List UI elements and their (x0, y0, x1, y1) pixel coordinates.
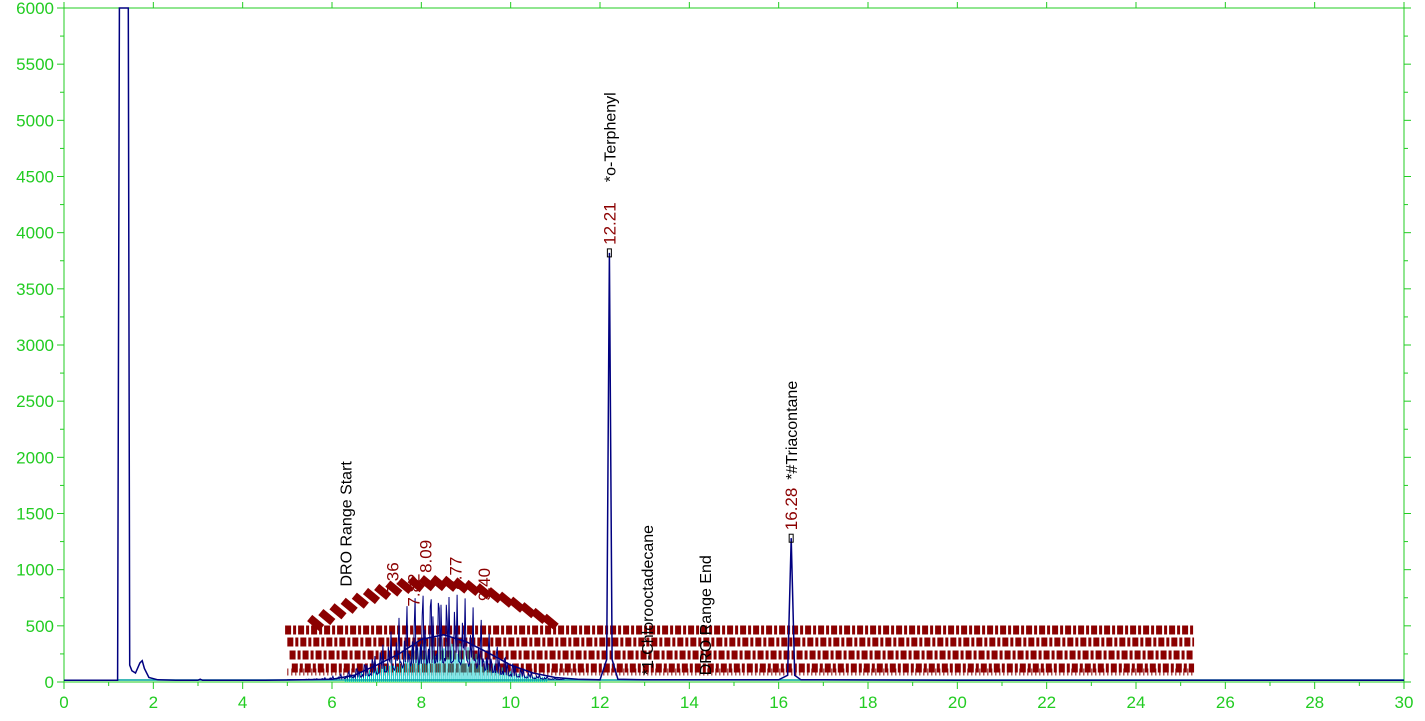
y-tick-label: 5500 (16, 55, 54, 74)
x-tick-label: 16 (769, 693, 788, 712)
dro-hump-trace (287, 594, 565, 681)
y-tick-label: 5000 (16, 111, 54, 130)
peak-label-cluster (307, 614, 325, 632)
peak-label-cluster (452, 577, 470, 594)
retention-time-label: 8.09 (416, 540, 435, 573)
x-tick-label: 6 (327, 693, 336, 712)
peak-label-cluster (374, 583, 392, 601)
trace-group (64, 7, 1404, 682)
y-tick-label: 1000 (16, 561, 54, 580)
chart-axes: 0 500 1000 1500 2000 2500 3000 3500 4000 4500 5000… (16, 0, 1413, 712)
peak-label-cluster (541, 613, 559, 630)
y-tick-label: 500 (26, 617, 54, 636)
y-tick-label: 1500 (16, 505, 54, 524)
peak-apex-marker (788, 533, 794, 543)
retention-time-label: 7.82 (404, 574, 423, 607)
y-tick-label: 4500 (16, 168, 54, 187)
peak-label-cluster (474, 583, 492, 600)
chromatogram-trace (64, 7, 1404, 682)
y-tick-label: 4000 (16, 224, 54, 243)
compound-label: *o-Terphenyl (602, 92, 619, 182)
x-tick-label: 26 (1216, 693, 1235, 712)
y-tick-label: 2500 (16, 392, 54, 411)
peak-label-cluster (340, 597, 358, 614)
retention-time-label: 12.21 (600, 202, 619, 245)
x-tick-label: 10 (501, 693, 520, 712)
peak-apex-marker (606, 248, 612, 258)
peak-label-cluster (441, 575, 459, 592)
peak-label-cluster (351, 592, 369, 609)
x-tick-label: 28 (1305, 693, 1324, 712)
y-tick-label: 2000 (16, 448, 54, 467)
compound-label: DRO Range End (698, 555, 715, 675)
x-tick-label: 14 (680, 693, 699, 712)
peak-label-cluster (463, 579, 481, 597)
peak-label-cluster (362, 587, 381, 605)
compound-label: *1-Chlorooctadecane (640, 525, 657, 675)
peak-label-cluster (407, 576, 425, 593)
x-tick-label: 20 (948, 693, 967, 712)
peak-label-clutter (285, 574, 1195, 676)
retention-time-label: 9.40 (475, 568, 494, 601)
plot-frame (63, 7, 1405, 683)
x-tick-label: 24 (1127, 693, 1146, 712)
peak-label-cluster (418, 575, 436, 592)
x-tick-label: 12 (591, 693, 610, 712)
retention-time-label: 7.36 (384, 562, 403, 595)
label-group: 12.21 16.28 8.09 8.77 9.40 7.36 7.82 DRO Range … (338, 92, 801, 675)
y-tick-label: 0 (45, 673, 54, 692)
peak-label-cluster (396, 577, 414, 595)
x-tick-label: 22 (1037, 693, 1056, 712)
compound-label: *#Triacontane (784, 381, 801, 480)
compound-label: DRO Range Start (338, 461, 355, 587)
y-tick-label: 3500 (16, 280, 54, 299)
peak-label-cluster (329, 603, 347, 620)
x-tick-label: 8 (417, 693, 426, 712)
y-tick-label: 3000 (16, 336, 54, 355)
x-tick-label: 30 (1395, 693, 1414, 712)
x-tick-label: 18 (859, 693, 878, 712)
peak-label-cluster (385, 580, 403, 597)
x-tick-label: 0 (59, 693, 68, 712)
peak-label-cluster (429, 574, 448, 592)
retention-time-label: 8.77 (447, 557, 466, 590)
x-tick-label: 2 (149, 693, 158, 712)
peak-label-cluster (318, 609, 336, 626)
x-tick-label: 4 (238, 693, 247, 712)
retention-time-label: 16.28 (782, 488, 801, 531)
y-tick-label: 6000 (16, 0, 54, 18)
